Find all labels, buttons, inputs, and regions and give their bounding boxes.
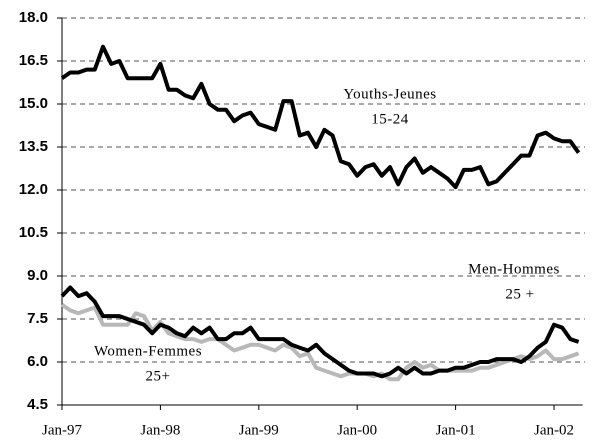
y-tick-label: 12.0 [19,181,48,198]
x-tick-label: Jan-02 [534,422,574,438]
x-tick-label: Jan-98 [140,422,180,438]
annotation: 25+ [146,368,171,384]
annotation: 15-24 [371,111,409,127]
y-tick-label: 16.5 [19,52,48,69]
x-tick-label: Jan-01 [436,422,476,438]
annotation: Women-Femmes [94,343,202,359]
annotation: 25 + [505,286,534,302]
y-tick-label: 4.5 [27,396,48,413]
x-tick-label: Jan-99 [239,422,279,438]
annotation: Men-Hommes [468,261,560,277]
x-tick-label: Jan-97 [42,422,82,438]
y-tick-label: 10.5 [19,224,48,241]
annotation: Youths-Jeunes [343,86,436,102]
series-line [60,44,581,190]
y-tick-label: 13.5 [19,138,48,155]
series-line [60,285,580,379]
y-tick-label: 7.5 [27,310,48,327]
y-tick-label: 18.0 [19,9,48,26]
y-tick-label: 9.0 [27,267,48,284]
series-line [60,303,580,382]
x-tick-label: Jan-00 [337,422,377,438]
y-tick-label: 6.0 [27,353,48,370]
y-tick-label: 15.0 [19,95,48,112]
